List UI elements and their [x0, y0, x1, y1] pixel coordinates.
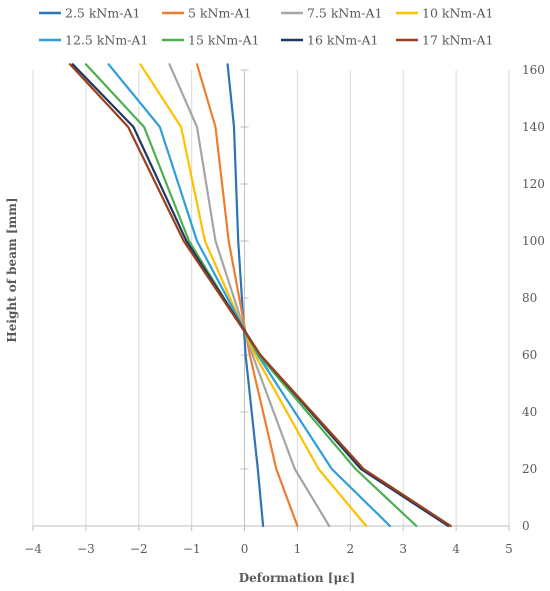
series-line-4 [139, 63, 368, 528]
legend: 2.5 kNm-A1 5 kNm-A1 7.5 kNm-A1 10 kNm-A1 12.… [39, 6, 493, 48]
x-tick-label: 2 [347, 542, 355, 556]
x-tick-label: −2 [130, 542, 148, 556]
y-tick-label: 40 [522, 405, 537, 419]
legend-label: 12.5 kNm-A1 [65, 33, 148, 48]
y-tick-label: 120 [522, 177, 545, 191]
series-line-3 [168, 63, 331, 528]
x-tick-label: 4 [452, 542, 460, 556]
legend-label: 2.5 kNm-A1 [65, 6, 140, 21]
y-tick-label: 20 [522, 462, 537, 476]
series-line-8 [68, 63, 452, 528]
series-line-5 [107, 63, 392, 528]
legend-label: 5 kNm-A1 [188, 6, 252, 21]
legend-label: 16 kNm-A1 [307, 33, 378, 48]
y-axis-title: Height of beam [mm] [5, 197, 19, 342]
x-tick-label: 3 [399, 542, 407, 556]
series-line-1 [226, 63, 265, 528]
grid-lines [32, 70, 510, 526]
legend-label: 15 kNm-A1 [188, 33, 259, 48]
x-tick-label: −1 [183, 542, 201, 556]
y-tick-label: 80 [522, 291, 537, 305]
x-tick-label: 0 [241, 542, 249, 556]
y-tick-label: 100 [522, 234, 545, 248]
x-tick-label: 1 [294, 542, 302, 556]
series-lines [68, 63, 452, 528]
legend-label: 7.5 kNm-A1 [307, 6, 382, 21]
x-axis-title: Deformation [με] [239, 571, 355, 585]
series-line-7 [71, 63, 450, 528]
y-tick-label: 140 [522, 120, 545, 134]
x-tick-label: −4 [24, 542, 42, 556]
series-line-2 [195, 63, 299, 528]
y-tick-label: 0 [522, 519, 530, 533]
x-tick-label: 5 [505, 542, 513, 556]
legend-label: 10 kNm-A1 [422, 6, 493, 21]
x-tick-label: −3 [77, 542, 95, 556]
y-tick-label: 60 [522, 348, 537, 362]
legend-label: 17 kNm-A1 [422, 33, 493, 48]
y-tick-label: 160 [522, 63, 545, 77]
